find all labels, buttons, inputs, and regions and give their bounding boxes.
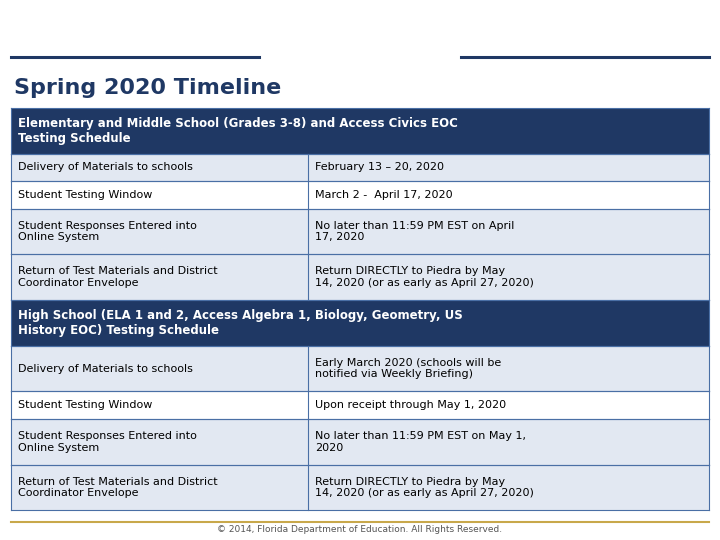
Text: Student Responses Entered into
Online System: Student Responses Entered into Online Sy… — [18, 431, 197, 453]
Bar — [11, 346, 709, 392]
Bar — [11, 181, 709, 208]
Text: Upon receipt through May 1, 2020: Upon receipt through May 1, 2020 — [315, 400, 506, 410]
Text: Student Testing Window: Student Testing Window — [18, 190, 153, 200]
Bar — [11, 254, 709, 300]
Text: Early March 2020 (schools will be
notified via Weekly Briefing): Early March 2020 (schools will be notifi… — [315, 358, 501, 380]
Text: Return DIRECTLY to Piedra by May
14, 2020 (or as early as April 27, 2020): Return DIRECTLY to Piedra by May 14, 202… — [315, 477, 534, 498]
Bar — [11, 419, 709, 464]
Text: Return of Test Materials and District
Coordinator Envelope: Return of Test Materials and District Co… — [18, 477, 217, 498]
Text: Spring 2020 Timeline: Spring 2020 Timeline — [14, 78, 282, 98]
Text: Delivery of Materials to schools: Delivery of Materials to schools — [18, 363, 193, 374]
Text: March 2 -  April 17, 2020: March 2 - April 17, 2020 — [315, 190, 452, 200]
Bar — [11, 464, 709, 510]
Text: Return DIRECTLY to Piedra by May
14, 2020 (or as early as April 27, 2020): Return DIRECTLY to Piedra by May 14, 202… — [315, 266, 534, 288]
Text: Student Testing Window: Student Testing Window — [18, 400, 153, 410]
Bar — [11, 300, 709, 346]
Text: Elementary and Middle School (Grades 3-8) and Access Civics EOC
Testing Schedule: Elementary and Middle School (Grades 3-8… — [18, 117, 458, 145]
Text: Student Responses Entered into
Online System: Student Responses Entered into Online Sy… — [18, 221, 197, 242]
Text: No later than 11:59 PM EST on April
17, 2020: No later than 11:59 PM EST on April 17, … — [315, 221, 514, 242]
Text: © 2014, Florida Department of Education. All Rights Reserved.: © 2014, Florida Department of Education.… — [217, 524, 503, 534]
Bar — [11, 392, 709, 419]
Text: Return of Test Materials and District
Coordinator Envelope: Return of Test Materials and District Co… — [18, 266, 217, 288]
Text: High School (ELA 1 and 2, Access Algebra 1, Biology, Geometry, US
History EOC) T: High School (ELA 1 and 2, Access Algebra… — [18, 309, 463, 337]
Bar — [11, 108, 709, 154]
Text: February 13 – 20, 2020: February 13 – 20, 2020 — [315, 163, 444, 172]
Text: Delivery of Materials to schools: Delivery of Materials to schools — [18, 163, 193, 172]
Bar — [11, 154, 709, 181]
Bar — [11, 208, 709, 254]
Text: No later than 11:59 PM EST on May 1,
2020: No later than 11:59 PM EST on May 1, 202… — [315, 431, 526, 453]
